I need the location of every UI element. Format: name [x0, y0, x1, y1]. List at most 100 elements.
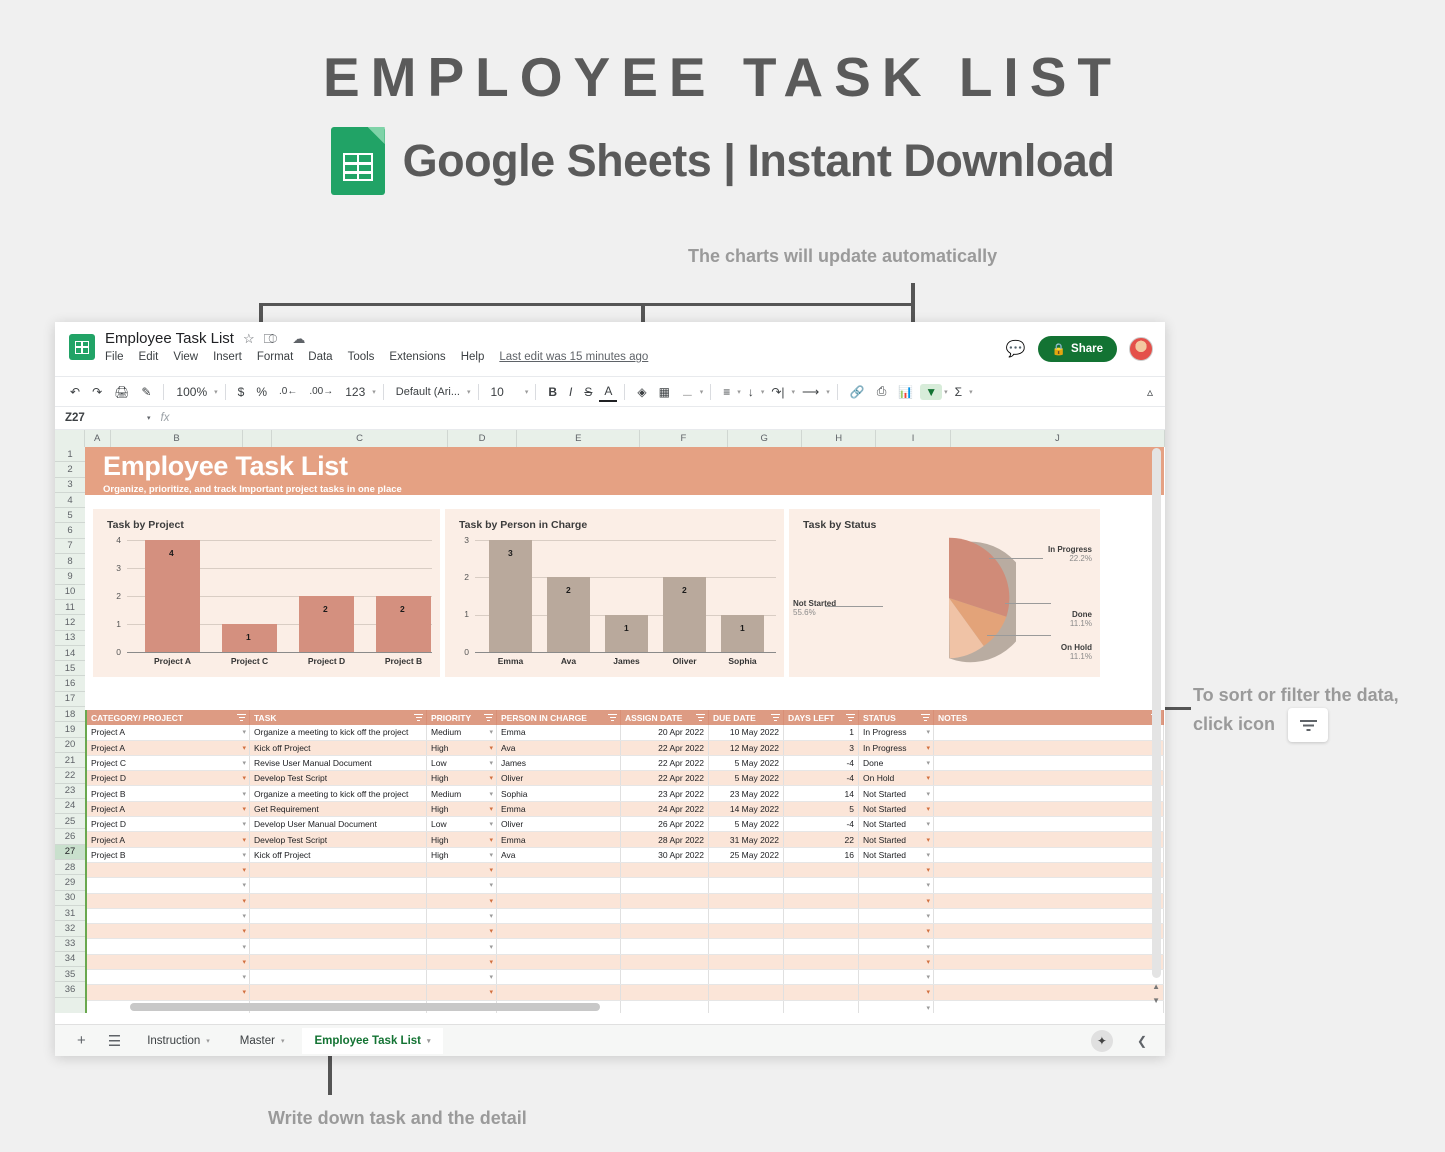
- dropdown-arrow-icon[interactable]: ▾: [489, 805, 493, 813]
- dropdown-arrow-icon[interactable]: ▾: [242, 790, 246, 798]
- cell-status[interactable]: ▾: [859, 954, 934, 970]
- dropdown-arrow-icon[interactable]: ▾: [242, 974, 246, 982]
- cell-category[interactable]: Project D ▾: [87, 817, 250, 832]
- filter-icon[interactable]: [696, 714, 705, 722]
- cell-notes[interactable]: [934, 893, 1164, 908]
- chevron-down-icon[interactable]: ▾: [969, 388, 973, 396]
- dropdown-arrow-icon[interactable]: ▾: [926, 805, 930, 813]
- insert-comment-icon[interactable]: ⎙: [876, 384, 887, 398]
- cell-due-date[interactable]: 23 May 2022: [709, 786, 784, 801]
- cell-priority[interactable]: ▾: [427, 954, 497, 970]
- avatar[interactable]: [1129, 337, 1153, 361]
- chart-task-by-person[interactable]: Task by Person in Charge 3 2 1 0 3 2: [445, 509, 784, 677]
- cell-notes[interactable]: [934, 801, 1164, 817]
- cell-person[interactable]: [497, 924, 621, 939]
- column-header-A[interactable]: A: [85, 430, 111, 447]
- cell-notes[interactable]: [934, 862, 1164, 878]
- dropdown-arrow-icon[interactable]: ▾: [926, 760, 930, 768]
- column-header-F[interactable]: F: [640, 430, 728, 447]
- cell-person[interactable]: [497, 862, 621, 878]
- cell-category[interactable]: ▾: [87, 878, 250, 893]
- dropdown-arrow-icon[interactable]: ▾: [242, 729, 246, 737]
- select-all-corner[interactable]: [55, 430, 85, 447]
- cell-assign-date[interactable]: 22 Apr 2022: [621, 771, 709, 786]
- cloud-saved-icon[interactable]: ☁: [292, 330, 306, 346]
- dropdown-arrow-icon[interactable]: ▾: [242, 760, 246, 768]
- cell-status[interactable]: ▾: [859, 862, 934, 878]
- cell-person[interactable]: Emma: [497, 801, 621, 817]
- menu-tools[interactable]: Tools: [347, 351, 375, 363]
- cell-category[interactable]: ▾: [87, 939, 250, 954]
- chevron-down-icon[interactable]: ▾: [147, 415, 151, 422]
- cell-assign-date[interactable]: 26 Apr 2022: [621, 817, 709, 832]
- chevron-down-icon[interactable]: ▾: [524, 388, 529, 396]
- dropdown-arrow-icon[interactable]: ▾: [926, 729, 930, 737]
- row-header-29[interactable]: 29: [55, 875, 85, 891]
- cell-task[interactable]: Develop User Manual Document: [250, 817, 427, 832]
- cell-person[interactable]: [497, 939, 621, 954]
- dropdown-arrow-icon[interactable]: ▾: [242, 913, 246, 920]
- filter-icon[interactable]: [237, 714, 246, 722]
- horizontal-align-icon[interactable]: ≡: [723, 384, 731, 399]
- cell-assign-date[interactable]: 20 Apr 2022: [621, 725, 709, 740]
- cell-priority[interactable]: High ▾: [427, 801, 497, 817]
- dropdown-arrow-icon[interactable]: ▾: [926, 928, 930, 936]
- dropdown-arrow-icon[interactable]: ▾: [926, 851, 930, 859]
- borders-icon[interactable]: ▦: [658, 384, 670, 399]
- bold-icon[interactable]: B: [548, 384, 558, 399]
- dropdown-arrow-icon[interactable]: ▾: [489, 821, 493, 829]
- cell-days-left[interactable]: [784, 893, 859, 908]
- cell-days-left[interactable]: [784, 862, 859, 878]
- sheet-tab-employee-task-list[interactable]: Employee Task List ▾: [302, 1027, 443, 1054]
- cell-category[interactable]: ▾: [87, 985, 250, 1000]
- cell-person[interactable]: Emma: [497, 832, 621, 847]
- column-header-D[interactable]: D: [448, 430, 518, 447]
- cell-task[interactable]: Develop Test Script: [250, 832, 427, 847]
- cell-due-date[interactable]: [709, 862, 784, 878]
- cell-task[interactable]: Get Requirement: [250, 801, 427, 817]
- filter-icon[interactable]: ▼: [920, 383, 943, 400]
- cell-due-date[interactable]: [709, 878, 784, 893]
- cell-status[interactable]: ▾: [859, 939, 934, 954]
- cell-category[interactable]: Project A ▾: [87, 832, 250, 847]
- collapse-toolbar-icon[interactable]: ▵: [1146, 384, 1153, 399]
- th-priority[interactable]: PRIORITY: [427, 710, 497, 726]
- cell-days-left[interactable]: 16: [784, 847, 859, 862]
- th-status[interactable]: STATUS: [859, 710, 934, 726]
- cell-due-date[interactable]: 25 May 2022: [709, 847, 784, 862]
- dropdown-arrow-icon[interactable]: ▾: [489, 989, 493, 997]
- cell-person[interactable]: Ava: [497, 740, 621, 755]
- horizontal-scrollbar[interactable]: [85, 1003, 1149, 1013]
- cell-task[interactable]: Organize a meeting to kick off the proje…: [250, 725, 427, 740]
- cell-person[interactable]: [497, 985, 621, 1000]
- cell-priority[interactable]: ▾: [427, 985, 497, 1000]
- cell-assign-date[interactable]: 30 Apr 2022: [621, 847, 709, 862]
- cell-status[interactable]: ▾: [859, 970, 934, 985]
- dropdown-arrow-icon[interactable]: ▾: [489, 790, 493, 798]
- cell-priority[interactable]: High ▾: [427, 740, 497, 755]
- percent-icon[interactable]: %: [256, 384, 267, 399]
- dropdown-arrow-icon[interactable]: ▾: [926, 913, 930, 920]
- table-row[interactable]: Project C ▾ Revise User Manual Document Low…: [87, 755, 1164, 772]
- cell-status[interactable]: Not Started ▾: [859, 847, 934, 862]
- cell-assign-date[interactable]: [621, 970, 709, 985]
- th-category[interactable]: CATEGORY/ PROJECT: [87, 710, 250, 726]
- font-family-select[interactable]: Default (Ari...: [395, 385, 460, 398]
- cell-notes[interactable]: [934, 817, 1164, 832]
- cell-task[interactable]: Kick off Project: [250, 847, 427, 862]
- column-header-B2[interactable]: [243, 430, 273, 447]
- row-header-16[interactable]: 16: [55, 676, 85, 692]
- cell-assign-date[interactable]: [621, 908, 709, 924]
- cell-category[interactable]: Project D ▾: [87, 771, 250, 786]
- cell-status[interactable]: Not Started ▾: [859, 786, 934, 801]
- cell-priority[interactable]: ▾: [427, 862, 497, 878]
- cell-assign-date[interactable]: [621, 985, 709, 1000]
- table-row[interactable]: Project B ▾ Kick off Project High ▾ Ava 30 Apr…: [87, 847, 1164, 863]
- menu-extensions[interactable]: Extensions: [389, 351, 446, 363]
- sheet-tab-instruction[interactable]: Instruction ▾: [135, 1028, 222, 1054]
- explore-icon[interactable]: ✦: [1090, 1029, 1113, 1052]
- vertical-scrollbar[interactable]: ▲ ▼: [1152, 448, 1163, 1005]
- dropdown-arrow-icon[interactable]: ▾: [489, 882, 493, 890]
- cell-category[interactable]: Project A ▾: [87, 740, 250, 755]
- cell-category[interactable]: Project B ▾: [87, 847, 250, 862]
